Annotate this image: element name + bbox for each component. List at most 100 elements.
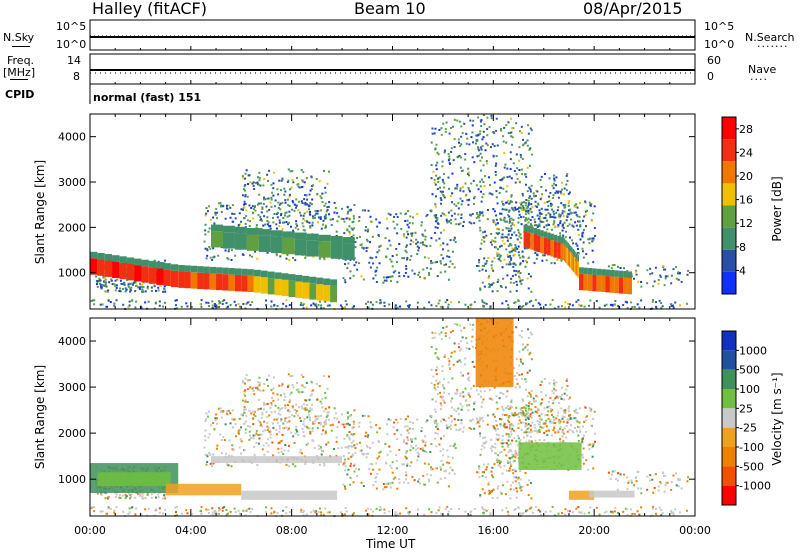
velocity-echo [255,429,258,432]
power-echo [291,178,294,181]
power-echo [565,174,568,177]
power-echo [658,299,661,302]
power-echo [495,155,498,158]
velocity-echo [219,407,222,410]
power-echo [205,257,208,260]
power-echo [430,237,433,240]
velocity-echo [208,451,211,454]
velocity-echo [209,424,212,427]
power-echo [305,306,308,309]
power-echo [356,268,359,271]
velocity-echo [496,458,499,461]
power-echo [527,217,530,220]
power-echo [677,278,680,281]
power-echo [409,215,412,218]
power-echo [506,185,509,188]
power-band-edge [288,274,296,281]
velocity-echo [253,453,256,456]
power-band-cell [568,250,571,268]
power-echo [535,253,538,256]
velocity-echo [626,476,629,479]
velocity-echo [638,513,641,516]
velocity-echo [248,379,251,382]
power-band-cell [260,277,268,294]
power-echo [285,257,288,260]
velocity-echo [660,508,663,511]
velocity-echo [526,411,529,414]
velocity-echo [455,428,458,431]
velocity-echo [435,348,438,351]
velocity-echo [106,496,109,499]
velocity-echo [220,416,223,419]
velocity-echo [347,451,350,454]
velocity-echo [521,410,524,413]
velocity-echo [309,394,312,397]
velocity-echo [343,437,346,440]
velocity-echo [457,418,460,421]
velocity-echo [539,426,542,429]
velocity-echo [515,378,518,381]
power-echo [279,208,282,211]
power-echo [638,306,641,309]
velocity-echo [320,414,323,417]
power-echo [536,225,539,228]
power-echo [291,200,294,203]
velocity-echo [259,421,262,424]
velocity-echo [482,512,485,515]
power-echo [590,203,593,206]
power-echo [265,299,268,302]
velocity-echo [439,395,442,398]
power-echo [626,307,629,310]
power-echo [571,304,574,307]
power-echo [553,220,556,223]
velocity-echo [356,442,359,445]
power-echo [493,246,496,249]
power-echo [99,282,102,285]
velocity-echo [252,423,255,426]
power-echo [162,305,165,308]
power-echo [379,301,382,304]
power-echo [406,219,409,222]
velocity-echo [509,405,512,408]
velocity-echo [595,506,598,509]
power-echo [500,285,503,288]
velocity-echo [590,425,593,428]
power-band-edge [170,264,179,271]
power-echo [521,279,524,282]
power-echo [129,290,132,293]
velocity-echo [525,441,528,444]
velocity-echo [433,336,436,339]
velocity-echo [431,331,434,334]
velocity-echo [460,347,463,350]
velocity-echo [442,448,445,451]
power-echo [464,158,467,161]
power-echo [382,281,385,284]
velocity-echo [342,455,345,458]
power-band-cell [119,262,127,280]
velocity-echo [550,434,553,437]
power-echo [282,302,285,305]
velocity-echo [104,497,107,500]
velocity-echo [391,471,394,474]
velocity-echo [423,462,426,465]
velocity-echo [523,431,526,434]
velocity-echo [496,461,499,464]
power-echo [533,262,536,265]
power-echo [478,259,481,262]
velocity-echo [470,340,473,343]
power-echo [406,230,409,233]
power-echo [208,245,211,248]
power-echo [525,199,528,202]
power-echo [460,203,463,206]
power-echo [508,260,511,263]
velocity-echo [507,439,510,442]
power-echo [215,207,218,210]
power-echo [676,272,679,275]
power-band-cell [97,259,105,276]
velocity-echo [260,423,263,426]
power-echo [483,236,486,239]
power-echo [305,203,308,206]
velocity-echo [535,429,538,432]
velocity-echo [488,481,491,484]
power-echo [558,216,561,219]
